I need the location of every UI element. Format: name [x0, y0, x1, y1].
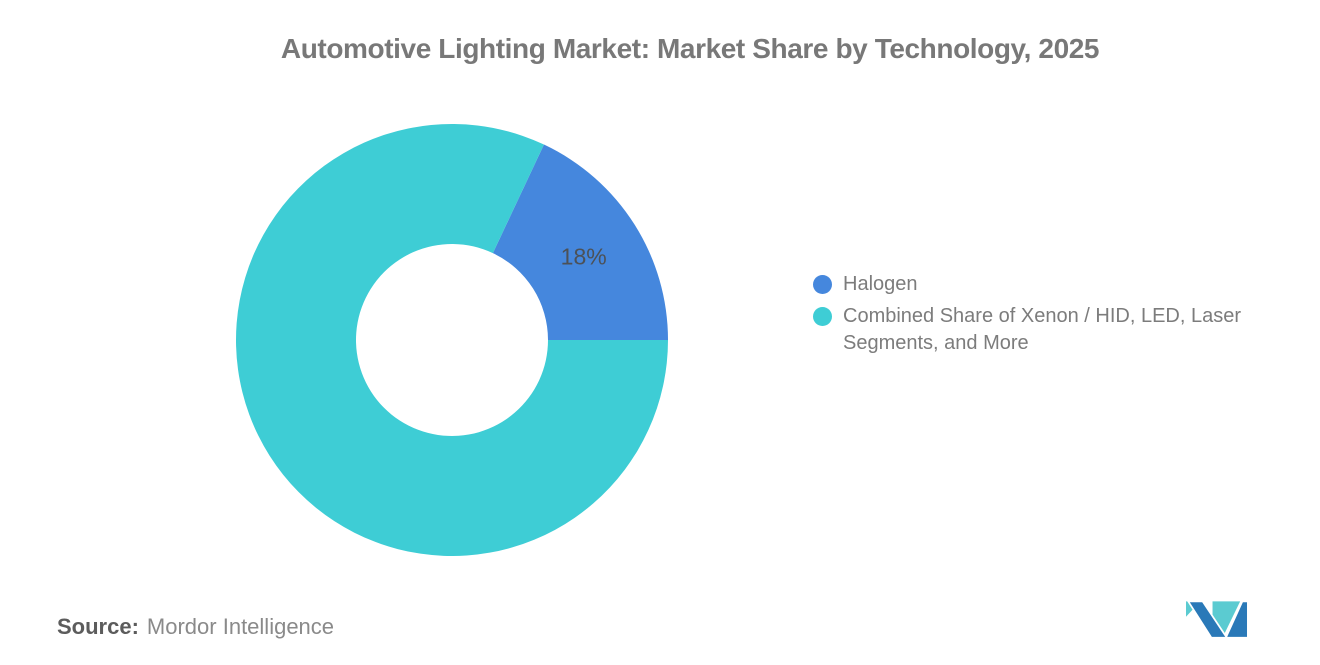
logo-blue-diagonal-stroke: [1186, 600, 1229, 638]
mordor-intelligence-logo: [1186, 600, 1249, 638]
slice-data-label: 18%: [561, 243, 607, 269]
source-text: Mordor Intelligence: [146, 614, 335, 639]
donut-chart: 18%: [235, 124, 668, 557]
legend-item-combined-share[interactable]: Combined Share of Xenon / HID, LED, Lase…: [813, 303, 1293, 357]
source-line: Source: Mordor Intelligence: [57, 614, 334, 640]
chart-legend: Halogen Combined Share of Xenon / HID, L…: [813, 271, 1293, 362]
legend-item-halogen[interactable]: Halogen: [813, 271, 1293, 298]
source-label: Source:: [57, 614, 139, 639]
donut-chart-area: 18%: [235, 124, 668, 557]
legend-swatch-icon: [813, 307, 832, 326]
donut-segment-combined-share-of-xenon-hid-le[interactable]: [235, 124, 668, 557]
legend-item-label: Halogen: [843, 273, 918, 295]
legend-swatch-icon: [813, 275, 832, 294]
donut-segment-halogen[interactable]: [492, 144, 668, 340]
legend-item-label: Combined Share of Xenon / HID, LED, Lase…: [843, 305, 1241, 354]
logo-blue-right-stroke: [1224, 600, 1249, 638]
page-title: Automotive Lighting Market: Market Share…: [280, 33, 1100, 64]
